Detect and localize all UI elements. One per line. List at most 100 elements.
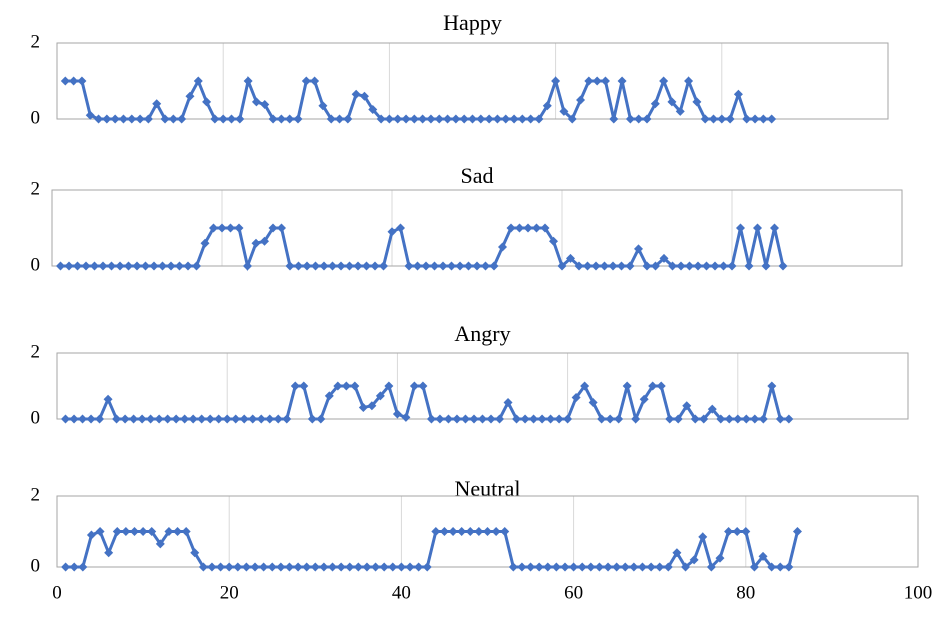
marker [81, 261, 91, 271]
marker [554, 414, 564, 424]
x-tick-label: 60 [564, 582, 583, 603]
marker [127, 114, 137, 124]
marker [617, 261, 626, 271]
marker [517, 114, 527, 124]
x-tick-label: 20 [220, 582, 239, 603]
marker [260, 100, 270, 110]
marker [551, 76, 561, 86]
marker [549, 236, 558, 246]
marker [241, 562, 251, 572]
marker [61, 414, 71, 424]
y-tick-label: 0 [31, 254, 41, 275]
marker [529, 414, 539, 424]
marker [143, 114, 153, 124]
marker [371, 562, 381, 572]
marker [94, 114, 104, 124]
y-tick-label: 0 [31, 407, 41, 428]
marker [333, 381, 343, 391]
marker [163, 414, 173, 424]
chart-title: Angry [454, 321, 510, 346]
marker [741, 414, 751, 424]
marker [483, 527, 492, 536]
marker [472, 261, 482, 271]
marker [118, 114, 128, 124]
marker [285, 114, 295, 124]
marker [520, 414, 530, 424]
marker [758, 114, 768, 124]
marker [784, 562, 794, 572]
marker [508, 562, 518, 572]
marker [265, 414, 275, 424]
marker [665, 414, 675, 424]
marker [574, 261, 584, 271]
marker [146, 414, 156, 424]
marker [489, 261, 499, 271]
marker [629, 562, 639, 572]
marker [198, 562, 208, 572]
marker [702, 261, 711, 271]
marker [770, 223, 779, 233]
marker [537, 414, 547, 424]
marker [129, 527, 139, 536]
marker [302, 562, 312, 572]
marker [682, 401, 692, 411]
marker [158, 261, 167, 271]
marker [464, 261, 473, 271]
marker [684, 76, 694, 86]
marker [443, 414, 453, 424]
marker [418, 381, 428, 391]
marker [368, 105, 378, 114]
marker [672, 548, 682, 558]
marker [350, 381, 360, 391]
marker [784, 414, 794, 424]
marker [85, 110, 95, 120]
marker [693, 261, 703, 271]
marker [226, 223, 235, 233]
marker [435, 414, 445, 424]
marker [491, 527, 501, 536]
marker [235, 114, 245, 124]
marker [563, 414, 573, 424]
marker [719, 261, 728, 271]
marker [388, 562, 398, 572]
marker [129, 414, 139, 424]
marker [526, 562, 536, 572]
marker [685, 261, 694, 271]
marker [443, 114, 453, 124]
marker [405, 562, 415, 572]
marker [457, 527, 467, 536]
marker [351, 89, 361, 99]
marker [690, 414, 700, 424]
marker [205, 414, 215, 424]
marker [207, 562, 217, 572]
marker [501, 114, 511, 124]
marker [413, 261, 422, 271]
marker [422, 562, 432, 572]
marker [409, 114, 419, 124]
marker [646, 562, 656, 572]
marker [310, 76, 320, 86]
y-tick-label: 2 [31, 31, 41, 52]
marker [299, 381, 309, 391]
marker [594, 562, 604, 572]
marker [676, 261, 686, 271]
marker [603, 562, 613, 572]
marker [185, 91, 195, 101]
marker [706, 562, 716, 572]
marker [343, 114, 353, 124]
marker [700, 114, 710, 124]
marker [259, 562, 269, 572]
marker [459, 114, 469, 124]
marker [358, 402, 368, 412]
marker [727, 261, 737, 271]
marker [103, 394, 113, 404]
chart-title: Happy [443, 10, 502, 35]
x-tick-label: 40 [392, 582, 411, 603]
marker [625, 261, 635, 271]
marker [107, 261, 116, 271]
marker [551, 562, 561, 572]
marker [566, 253, 575, 263]
marker [542, 101, 552, 111]
marker [451, 114, 461, 124]
marker [77, 76, 87, 86]
